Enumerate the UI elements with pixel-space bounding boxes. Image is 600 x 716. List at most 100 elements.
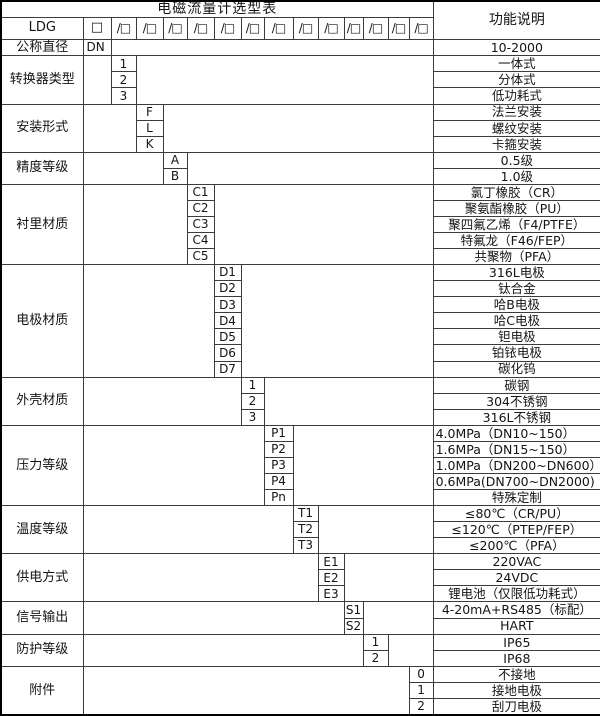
section-row: 3 316L不锈钢	[1, 408, 600, 426]
section-row: L 螺纹安装	[1, 119, 600, 137]
option-code: 3	[110, 87, 137, 105]
empty-spacer-right	[110, 38, 434, 57]
section-row: C3 聚四氟乙烯（F4/PTFE）	[1, 215, 600, 234]
option-code: D1	[213, 264, 242, 282]
section-row: D2 钛合金	[1, 280, 600, 298]
section-label: 精度等级	[0, 151, 84, 185]
section-row: 电极材质 D1 316L电极	[0, 264, 600, 378]
option-desc: IP68	[432, 649, 600, 667]
model-prefix: LDG	[0, 16, 84, 40]
section-row: T3 ≤200℃（PFA）	[1, 537, 600, 555]
option-desc: 不接地	[432, 665, 600, 683]
option-desc: 0.5级	[432, 151, 600, 169]
section-row: K 卡箍安装	[1, 135, 600, 153]
option-code: 1	[110, 55, 137, 73]
option-desc: 1.0MPa（DN200~DN600）	[432, 456, 600, 474]
empty-spacer-right	[292, 424, 434, 507]
option-desc: 碳钢	[432, 376, 600, 394]
section-label: 防护等级	[0, 633, 84, 667]
section-row: C4 特氟龙（F46/FEP）	[1, 232, 600, 250]
section-row: 外壳材质 1 碳钢	[0, 376, 600, 426]
section-row: 衬里材质 C1 氯丁橡胶（CR）	[0, 183, 600, 266]
section-row: 精度等级 A 0.5级	[0, 151, 600, 185]
option-desc: 卡箍安装	[432, 135, 600, 153]
option-code: T2	[292, 521, 319, 539]
section-label: 安装形式	[0, 103, 84, 153]
section-label: 信号输出	[0, 601, 84, 635]
option-code: E3	[317, 585, 345, 603]
model-code-slot: /□	[263, 16, 294, 40]
section-row: P4 0.6MPa(DN700~DN2000)	[1, 472, 600, 491]
section-row: 2 刮刀电极	[1, 697, 600, 716]
section-label: 公称直径	[0, 38, 84, 57]
option-desc: 钽电极	[432, 328, 600, 346]
section-row: E2 24VDC	[1, 569, 600, 587]
option-desc: 0.6MPa(DN700~DN2000)	[432, 472, 600, 491]
empty-spacer-left	[82, 601, 345, 635]
option-code: P3	[263, 456, 294, 474]
option-code: D7	[213, 360, 242, 378]
section-row: 2 304不锈钢	[1, 392, 600, 410]
option-code: D6	[213, 344, 242, 362]
option-desc: 聚四氟乙烯（F4/PTFE）	[432, 215, 600, 234]
section-label: 转换器类型	[0, 55, 84, 105]
option-desc: ≤120℃（PTEP/FEP）	[432, 521, 600, 539]
empty-spacer-left	[82, 424, 265, 507]
section-row: P3 1.0MPa（DN200~DN600）	[1, 456, 600, 474]
empty-spacer-right	[162, 103, 434, 153]
section-label: 衬里材质	[0, 183, 84, 266]
option-desc: 钛合金	[432, 280, 600, 298]
model-code-slot: /□	[292, 16, 319, 40]
section-row: C5 共聚物（PFA）	[1, 248, 600, 266]
section-row: 安装形式 F 法兰安装	[0, 103, 600, 153]
model-code-slot: /□	[240, 16, 265, 40]
option-code: E2	[317, 569, 345, 587]
empty-spacer-right	[263, 376, 434, 426]
option-desc: 哈B电极	[432, 296, 600, 314]
option-code: C4	[186, 232, 215, 250]
section-row: D7 碳化钨	[1, 360, 600, 378]
option-desc: ≤80℃（CR/PU）	[432, 505, 600, 523]
option-desc: 锂电池（仅限低功耗式）	[432, 585, 600, 603]
option-desc: 4-20mA+RS485（标配）	[432, 601, 600, 619]
function-description-header: 功能说明	[432, 0, 600, 40]
section-label: 外壳材质	[0, 376, 84, 426]
empty-spacer-left	[82, 376, 242, 426]
option-desc: 304不锈钢	[432, 392, 600, 410]
option-desc: 氯丁橡胶（CR）	[432, 183, 600, 201]
section-row: Pn 特殊定制	[1, 489, 600, 507]
section-row: D6 铂铱电极	[1, 344, 600, 362]
option-code: D4	[213, 312, 242, 330]
option-code: 2	[110, 71, 137, 89]
section-row: E3 锂电池（仅限低功耗式）	[1, 585, 600, 603]
option-code: Pn	[263, 489, 294, 507]
empty-spacer-right	[362, 601, 434, 635]
option-desc: 低功耗式	[432, 87, 600, 105]
option-desc: ≤200℃（PFA）	[432, 537, 600, 555]
section-row: C2 聚氨酯橡胶（PU）	[1, 199, 600, 217]
section-row: 转换器类型 1 一体式	[0, 55, 600, 105]
empty-spacer-left	[82, 553, 319, 603]
section-row: 供电方式 E1 220VAC	[0, 553, 600, 603]
empty-spacer-right	[240, 264, 434, 378]
option-desc: 220VAC	[432, 553, 600, 571]
option-code: 0	[408, 665, 434, 683]
option-code: S2	[343, 617, 364, 635]
option-code: D3	[213, 296, 242, 314]
option-code: A	[162, 151, 188, 169]
empty-spacer-left	[82, 633, 364, 667]
model-code-slot: /□	[135, 16, 164, 40]
option-code: DN	[82, 38, 112, 57]
option-code: T1	[292, 505, 319, 523]
option-code: 3	[240, 408, 265, 426]
model-code-slot: /□	[110, 16, 137, 40]
option-code: L	[135, 119, 164, 137]
option-code: F	[135, 103, 164, 121]
option-code: P2	[263, 440, 294, 458]
section-label: 压力等级	[0, 424, 84, 507]
option-desc: 316L电极	[432, 264, 600, 282]
empty-spacer-right	[135, 55, 434, 105]
option-desc: 聚氨酯橡胶（PU）	[432, 199, 600, 217]
option-desc: 法兰安装	[432, 103, 600, 121]
